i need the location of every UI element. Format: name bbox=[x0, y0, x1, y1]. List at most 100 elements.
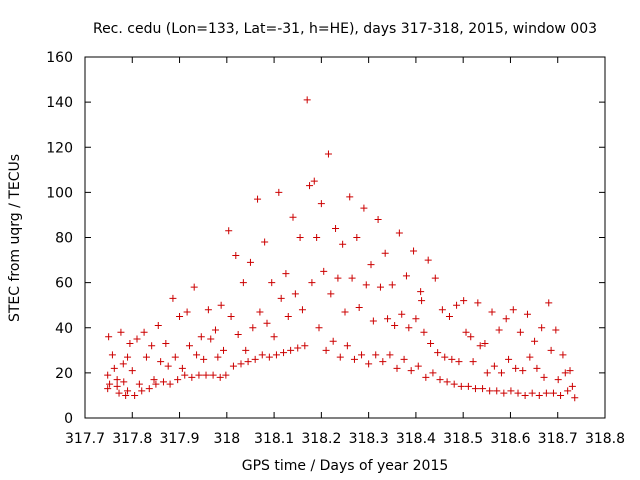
data-point bbox=[381, 249, 389, 257]
y-tick-label: 0 bbox=[64, 411, 73, 427]
data-point bbox=[528, 389, 536, 397]
data-point bbox=[353, 234, 361, 241]
data-point bbox=[249, 324, 257, 332]
data-point bbox=[568, 382, 576, 390]
y-tick-label: 20 bbox=[55, 366, 73, 382]
data-point bbox=[322, 346, 330, 354]
data-point bbox=[334, 274, 342, 282]
data-point bbox=[229, 362, 237, 370]
data-point bbox=[246, 258, 254, 266]
data-point bbox=[521, 391, 529, 399]
data-point bbox=[402, 272, 410, 280]
data-point bbox=[384, 315, 392, 323]
chart-title: Rec. cedu (Lon=133, Lat=-31, h=HE), days… bbox=[93, 21, 597, 37]
data-point bbox=[294, 344, 302, 352]
data-point bbox=[417, 288, 425, 296]
data-point bbox=[512, 364, 520, 372]
data-point bbox=[154, 321, 162, 329]
data-point bbox=[272, 351, 280, 359]
x-tick-label: 318.3 bbox=[349, 431, 389, 447]
data-point bbox=[462, 328, 470, 336]
data-point bbox=[476, 342, 484, 350]
data-point bbox=[270, 333, 278, 341]
y-tick-label: 40 bbox=[55, 321, 73, 337]
data-point bbox=[358, 351, 366, 359]
data-point bbox=[254, 195, 262, 203]
data-point bbox=[217, 301, 225, 309]
data-point bbox=[457, 382, 465, 390]
data-point bbox=[332, 224, 340, 232]
data-point bbox=[216, 373, 224, 381]
data-point bbox=[119, 360, 127, 368]
data-point bbox=[174, 376, 182, 384]
data-point bbox=[362, 281, 370, 289]
data-point bbox=[464, 382, 472, 390]
data-point bbox=[412, 315, 420, 323]
data-point bbox=[237, 360, 245, 368]
data-point bbox=[450, 380, 458, 388]
data-point bbox=[145, 385, 153, 393]
y-axis-tick-labels: 0 20 40 60 80 100 120 140 160 bbox=[46, 50, 73, 427]
data-point bbox=[207, 335, 215, 343]
data-point bbox=[467, 333, 475, 341]
data-point bbox=[287, 346, 295, 354]
data-point bbox=[115, 389, 123, 397]
data-point bbox=[355, 303, 363, 311]
data-point bbox=[131, 391, 139, 399]
data-point bbox=[183, 308, 191, 316]
data-point bbox=[424, 256, 432, 264]
data-point bbox=[374, 215, 382, 223]
data-point bbox=[559, 351, 567, 359]
data-point bbox=[222, 371, 230, 379]
data-point bbox=[251, 355, 259, 363]
data-point bbox=[348, 274, 356, 282]
data-point bbox=[420, 328, 428, 336]
data-point bbox=[540, 373, 548, 381]
data-point bbox=[227, 312, 235, 320]
data-point bbox=[211, 326, 219, 334]
data-point bbox=[310, 177, 318, 185]
data-point bbox=[336, 353, 344, 361]
data-point bbox=[327, 290, 335, 298]
data-point bbox=[324, 150, 332, 158]
data-point bbox=[554, 376, 562, 384]
data-point bbox=[519, 367, 527, 375]
data-point bbox=[514, 389, 522, 397]
data-point bbox=[200, 355, 208, 363]
data-point bbox=[306, 182, 314, 190]
y-tick-label: 60 bbox=[55, 276, 73, 292]
x-tick-label: 317.7 bbox=[65, 431, 105, 447]
x-tick-label: 318.6 bbox=[490, 431, 530, 447]
data-point bbox=[214, 353, 222, 361]
data-point bbox=[490, 362, 498, 370]
data-point bbox=[455, 358, 463, 366]
data-point bbox=[386, 351, 394, 359]
data-point bbox=[431, 274, 439, 282]
data-point bbox=[502, 315, 510, 323]
data-point bbox=[159, 378, 167, 386]
y-tick-label: 80 bbox=[55, 231, 73, 247]
data-point bbox=[493, 387, 501, 395]
data-point bbox=[500, 389, 508, 397]
data-point bbox=[564, 387, 572, 395]
y-tick-label: 120 bbox=[46, 140, 73, 156]
data-point bbox=[488, 308, 496, 316]
data-point bbox=[535, 391, 543, 399]
data-point bbox=[414, 362, 422, 370]
data-point bbox=[142, 353, 150, 361]
data-point bbox=[523, 310, 531, 318]
data-point bbox=[481, 340, 489, 348]
data-point bbox=[339, 240, 347, 248]
data-point bbox=[133, 335, 141, 343]
data-point bbox=[479, 385, 487, 393]
y-tick-label: 140 bbox=[46, 95, 73, 111]
data-point bbox=[150, 376, 158, 384]
data-point bbox=[232, 252, 240, 260]
data-point bbox=[282, 270, 290, 278]
y-tick-label: 100 bbox=[46, 185, 73, 201]
data-point bbox=[188, 373, 196, 381]
data-point bbox=[265, 353, 273, 361]
data-point bbox=[388, 281, 396, 289]
data-point bbox=[486, 387, 494, 395]
data-point bbox=[195, 371, 203, 379]
